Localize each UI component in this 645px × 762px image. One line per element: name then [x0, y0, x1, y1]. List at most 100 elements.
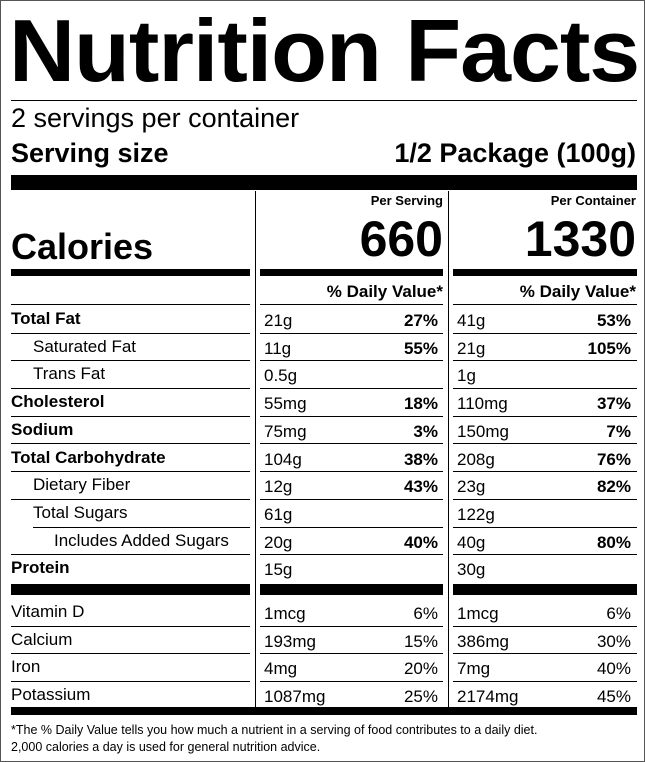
serving-amount: 75mg [264, 421, 307, 441]
nutrient-name: Total Fat [11, 309, 81, 328]
row-divider [11, 360, 250, 361]
thick-divider [11, 269, 250, 276]
row-divider [453, 471, 637, 472]
nutrient-name: Sodium [11, 419, 74, 439]
serving-amount: 55mg [264, 394, 307, 414]
vitamin-name: Iron [11, 657, 41, 676]
serving-amount: 104g [264, 449, 302, 469]
daily-value-header: % Daily Value* [326, 282, 443, 301]
thick-divider [260, 269, 443, 276]
container-amount: 150mg [457, 421, 509, 441]
serving-daily-value: 3% [413, 421, 438, 441]
container-daily-value: 6% [606, 604, 631, 623]
nutrient-name: Saturated Fat [33, 336, 137, 356]
row-divider [11, 554, 250, 555]
row-divider [453, 681, 637, 682]
row-divider [11, 416, 250, 417]
row-divider [453, 653, 637, 654]
container-amount: 41g [457, 311, 486, 330]
row-divider [260, 681, 443, 682]
container-amount: 23g [457, 477, 486, 497]
row-divider [11, 304, 250, 305]
serving-amount: 20g [264, 532, 293, 552]
row-divider [260, 416, 443, 417]
serving-amount: 21g [264, 311, 293, 330]
vitamin-name: Vitamin D [11, 602, 85, 621]
label-title: Nutrition Facts [9, 1, 640, 100]
container-amount: 2174mg [457, 686, 519, 706]
row-divider [260, 304, 443, 305]
nutrient-name: Total Sugars [33, 502, 128, 522]
container-amount: 1mcg [457, 604, 499, 623]
serving-daily-value: 20% [403, 659, 438, 678]
row-divider [260, 388, 443, 389]
serving-daily-value: 38% [403, 449, 438, 469]
divider [11, 100, 637, 101]
serving-daily-value: 6% [413, 604, 438, 623]
row-divider [260, 333, 443, 334]
row-divider [453, 527, 637, 528]
calories-per-container: 1330 [524, 211, 636, 267]
row-divider [11, 653, 250, 654]
row-divider [11, 499, 250, 500]
serving-size-label: Serving size [11, 138, 169, 168]
container-amount: 7mg [457, 659, 491, 678]
nutrient-name: Trans Fat [33, 364, 106, 384]
servings-per-container: 2 servings per container [11, 103, 300, 133]
serving-daily-value: 27% [403, 311, 438, 330]
serving-amount: 193mg [264, 631, 316, 651]
vitamin-name: Potassium [11, 684, 91, 704]
container-amount: 40g [457, 532, 486, 552]
vitamin-name: Calcium [11, 629, 73, 649]
container-amount: 386mg [457, 631, 509, 651]
row-divider [260, 584, 443, 595]
column-divider [255, 191, 256, 709]
serving-daily-value: 40% [403, 532, 438, 552]
container-amount: 30g [457, 560, 486, 580]
row-divider [453, 360, 637, 361]
nutrient-name: Total Carbohydrate [11, 447, 166, 467]
row-divider [260, 554, 443, 555]
row-divider [453, 416, 637, 417]
serving-amount: 11g [264, 338, 292, 358]
footnote-line: *The % Daily Value tells you how much a … [11, 723, 538, 737]
container-daily-value: 45% [596, 686, 631, 706]
calories-label: Calories [11, 226, 154, 267]
calories-per-serving: 660 [359, 211, 443, 267]
container-daily-value: 76% [596, 449, 631, 469]
row-divider [11, 681, 250, 682]
serving-amount: 12g [264, 477, 293, 497]
row-divider [260, 653, 443, 654]
per-container-header: Per Container [550, 193, 636, 208]
row-divider [453, 626, 637, 627]
container-daily-value: 80% [596, 532, 631, 552]
container-daily-value: 7% [606, 421, 631, 441]
container-amount: 1g [457, 366, 476, 386]
row-divider [11, 584, 250, 595]
row-divider [260, 443, 443, 444]
daily-value-header: % Daily Value* [519, 282, 636, 301]
thick-divider [453, 269, 637, 276]
footnote-line: 2,000 calories a day is used for general… [11, 740, 321, 754]
serving-amount: 0.5g [264, 366, 298, 386]
serving-amount: 61g [264, 504, 293, 524]
container-daily-value: 53% [596, 311, 631, 330]
serving-daily-value: 43% [403, 477, 438, 497]
row-divider [11, 443, 250, 444]
row-divider [260, 360, 443, 361]
serving-amount: 1mcg [264, 604, 306, 623]
serving-size-value: 1/2 Package (100g) [394, 138, 636, 168]
row-divider [453, 584, 637, 595]
container-daily-value: 30% [596, 631, 631, 651]
serving-daily-value: 25% [403, 686, 438, 706]
nutrient-name: Cholesterol [11, 392, 105, 412]
container-daily-value: 105% [587, 338, 631, 358]
container-amount: 110mg [457, 394, 508, 414]
row-divider [453, 304, 637, 305]
container-daily-value: 82% [596, 477, 631, 497]
serving-amount: 1087mg [264, 686, 326, 706]
row-divider [11, 388, 250, 389]
row-divider [260, 527, 443, 528]
thick-divider [11, 175, 637, 190]
